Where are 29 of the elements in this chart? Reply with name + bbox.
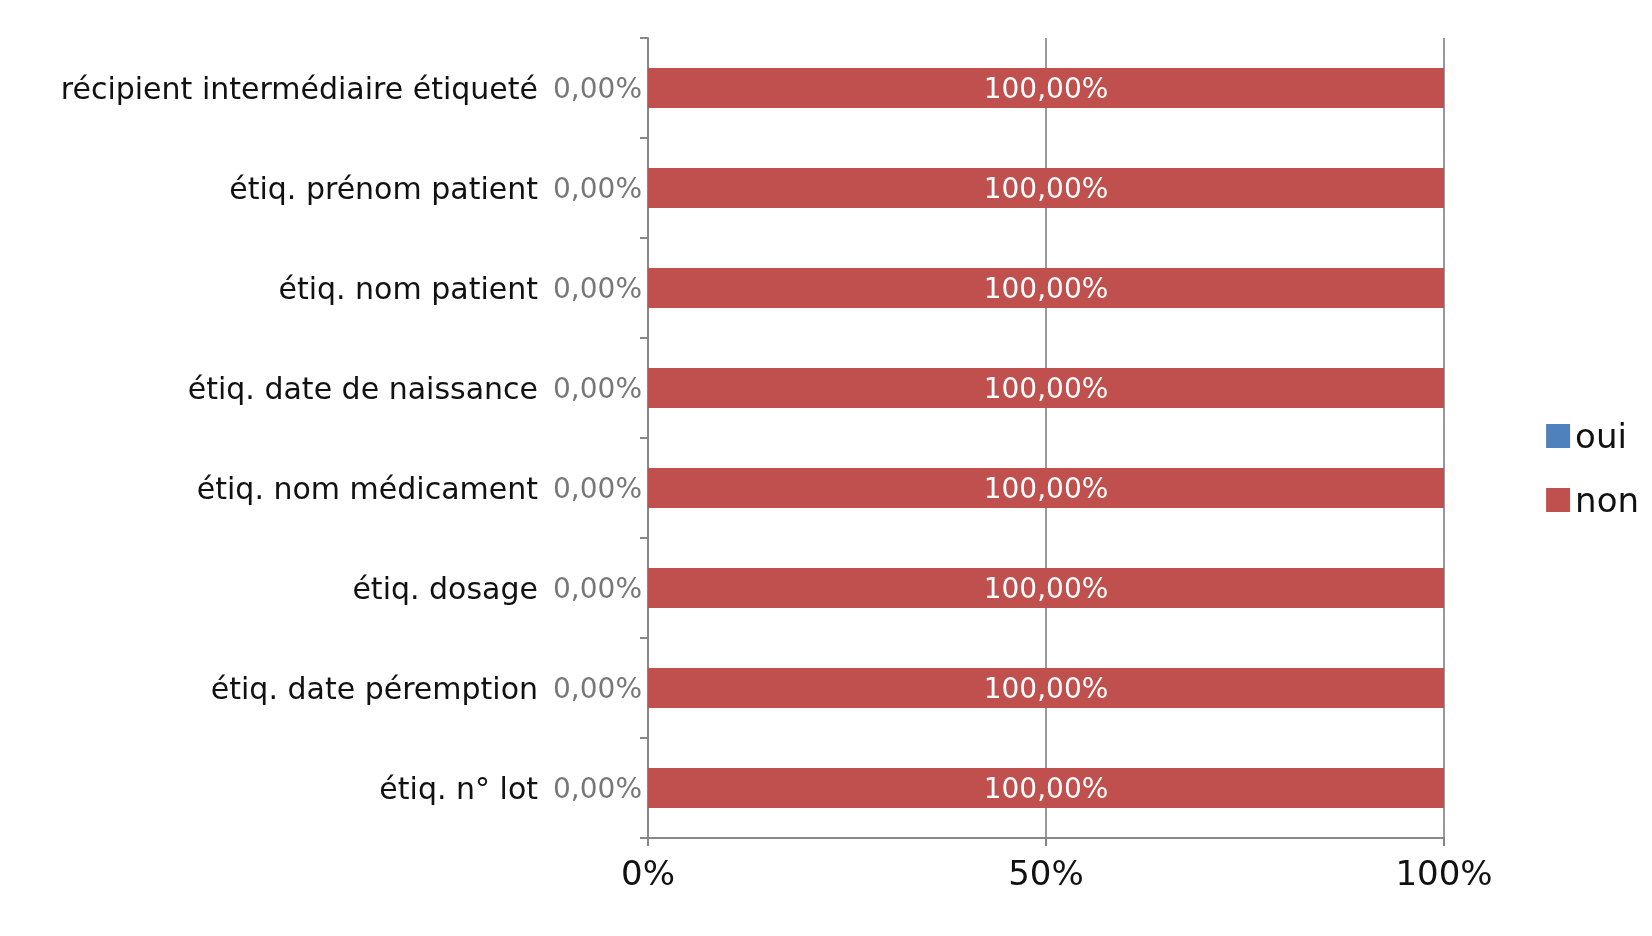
y-tick-label: étiq. date péremption (210, 670, 538, 706)
y-tick-label: étiq. nom patient (278, 270, 539, 306)
y-tick-label: étiq. prénom patient (229, 170, 539, 206)
legend-label: non (1575, 480, 1640, 520)
data-label: 100,00% (983, 71, 1109, 105)
x-tick-label: 0% (621, 853, 675, 893)
x-tick-label: 100% (1395, 853, 1493, 893)
y-tick-label: étiq. date de naissance (187, 370, 538, 406)
data-label: 0,00% (553, 671, 642, 705)
x-tick-label: 50% (1008, 853, 1084, 893)
data-label: 100,00% (983, 171, 1109, 205)
y-tick-label: étiq. n° lot (379, 770, 539, 806)
data-label: 0,00% (553, 471, 642, 505)
data-label: 100,00% (983, 271, 1109, 305)
data-label: 0,00% (553, 771, 642, 805)
data-label: 100,00% (983, 771, 1109, 805)
y-tick-label: étiq. dosage (352, 570, 538, 606)
data-label: 100,00% (983, 671, 1109, 705)
data-label: 100,00% (983, 371, 1109, 405)
data-label: 0,00% (553, 571, 642, 605)
data-label: 100,00% (983, 571, 1109, 605)
data-label: 0,00% (553, 171, 642, 205)
y-tick-label: étiq. nom médicament (196, 470, 539, 506)
data-label: 0,00% (553, 271, 642, 305)
data-label: 0,00% (553, 371, 642, 405)
legend-label: oui (1575, 416, 1627, 456)
data-label: 0,00% (553, 71, 642, 105)
data-label: 100,00% (983, 471, 1109, 505)
y-tick-label: récipient intermédiaire étiqueté (60, 70, 538, 106)
